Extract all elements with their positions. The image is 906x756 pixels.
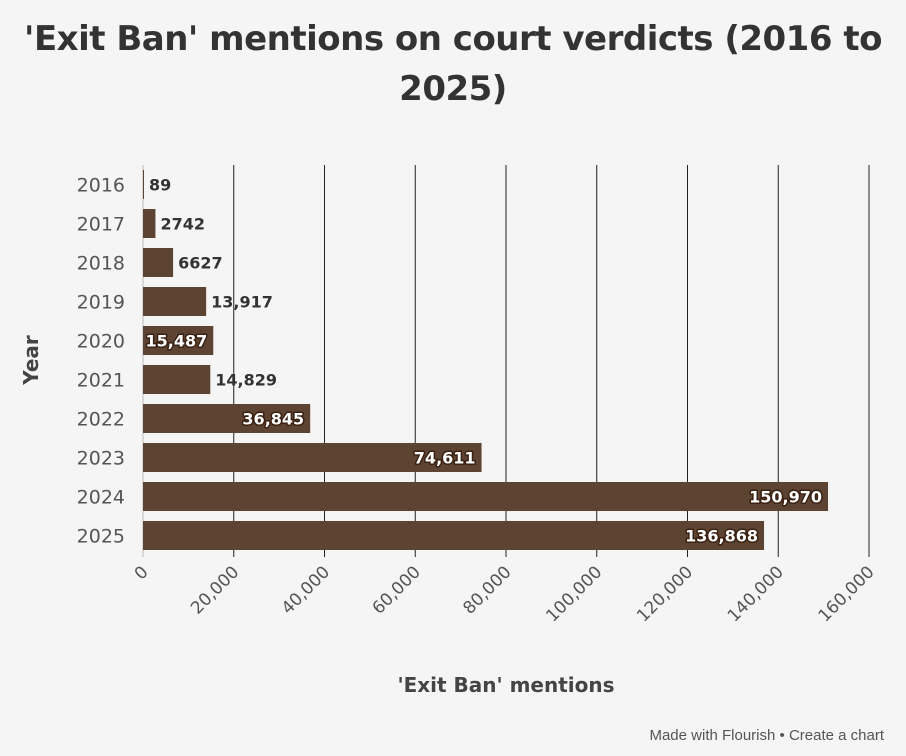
y-tick-label: 2024 <box>77 487 125 509</box>
value-label: 89 <box>149 176 171 195</box>
value-label: 6627 <box>178 254 223 273</box>
footer-separator: • <box>775 727 789 744</box>
x-tick-label: 20,000 <box>187 562 243 618</box>
bar <box>143 287 207 316</box>
bar <box>143 170 144 199</box>
x-tick-label: 40,000 <box>278 562 334 618</box>
y-tick-label: 2016 <box>77 175 125 197</box>
y-tick-label: 2021 <box>77 370 125 392</box>
x-axis-tick-labels: 0 20,000 40,000 60,000 80,000 100,000 120,000 1… <box>131 562 879 626</box>
y-tick-label: 2017 <box>77 214 125 236</box>
made-with-flourish-link[interactable]: Made with Flourish <box>649 727 776 744</box>
value-label: 150,970 <box>749 488 822 507</box>
y-tick-label: 2023 <box>77 448 125 470</box>
x-tick-label: 0 <box>131 562 153 584</box>
y-tick-label: 2019 <box>77 292 125 314</box>
x-tick-label: 80,000 <box>459 562 515 618</box>
y-tick-label: 2025 <box>77 526 125 548</box>
bar <box>143 443 482 472</box>
bar <box>143 365 211 394</box>
bar <box>143 404 311 433</box>
x-tick-label: 100,000 <box>542 562 606 626</box>
bar <box>143 521 765 550</box>
bar <box>143 209 156 238</box>
footer: Made with Flourish • Create a chart <box>649 727 884 744</box>
bars: 89 2742 6627 13,917 15,487 14,829 36,845 74,611… <box>143 170 829 550</box>
y-tick-label: 2018 <box>77 253 125 275</box>
x-axis-title: 'Exit Ban' mentions <box>397 673 614 697</box>
create-chart-link[interactable]: Create a chart <box>788 727 884 744</box>
y-tick-label: 2022 <box>77 409 125 431</box>
value-label: 2742 <box>160 215 205 234</box>
x-tick-label: 140,000 <box>724 562 788 626</box>
y-axis-tick-labels: 2016 2017 2018 2019 2020 2021 2022 2023 2024 2025 <box>77 175 125 548</box>
value-label: 15,487 <box>146 332 208 351</box>
value-label: 36,845 <box>242 410 304 429</box>
bar <box>143 248 174 277</box>
bar <box>143 482 829 511</box>
bar <box>143 326 214 355</box>
value-label: 14,829 <box>215 371 277 390</box>
value-label: 13,917 <box>211 293 273 312</box>
y-tick-label: 2020 <box>77 331 125 353</box>
x-tick-label: 60,000 <box>369 562 425 618</box>
x-tick-label: 160,000 <box>815 562 879 626</box>
value-label: 74,611 <box>414 449 476 468</box>
x-tick-label: 120,000 <box>633 562 697 626</box>
value-label: 136,868 <box>685 527 758 546</box>
y-axis-title: Year <box>19 335 43 386</box>
chart-title: 'Exit Ban' mentions on court verdicts (2… <box>24 19 882 109</box>
